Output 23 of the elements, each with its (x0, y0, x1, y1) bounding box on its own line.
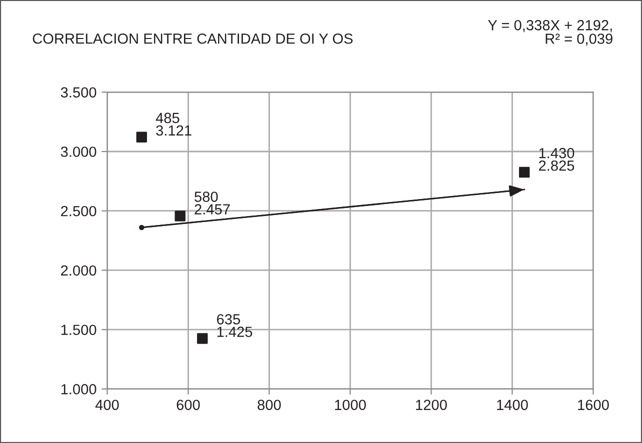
x-tick-label: 600 (176, 400, 200, 410)
text: Y = 0,338X + 2192, R² = 0,039 (488, 20, 612, 46)
y-tick-label: 3.000 (60, 146, 96, 157)
y-tick-label: 3.500 (60, 87, 96, 98)
point (519, 166, 530, 178)
y-tick-label: 2.500 (61, 206, 96, 216)
x-tick-label: 1600 (578, 400, 609, 410)
chart-title: CORRELACION ENTRE CANTIDAD DE OI Y OS (32, 33, 353, 44)
data-label: 485 3.121 (156, 112, 192, 136)
point (136, 132, 147, 142)
point (197, 333, 208, 344)
y-tick-label: 1.000 (61, 384, 96, 394)
x-tick-label: 1200 (416, 400, 447, 410)
y-tick-label: 1.500 (61, 324, 96, 336)
x-tick-label: 1400 (497, 400, 528, 410)
data-label: 635 1.425 (217, 314, 252, 338)
x-tick-label: 400 (95, 400, 119, 410)
y-tick-label: 2.000 (61, 265, 96, 276)
point (174, 210, 186, 222)
data-label: 1.430 2.825 (538, 148, 574, 171)
data-label: 580 2.457 (194, 192, 230, 214)
x-tick-label: 800 (258, 400, 281, 410)
x-tick-label: 1000 (335, 400, 366, 410)
